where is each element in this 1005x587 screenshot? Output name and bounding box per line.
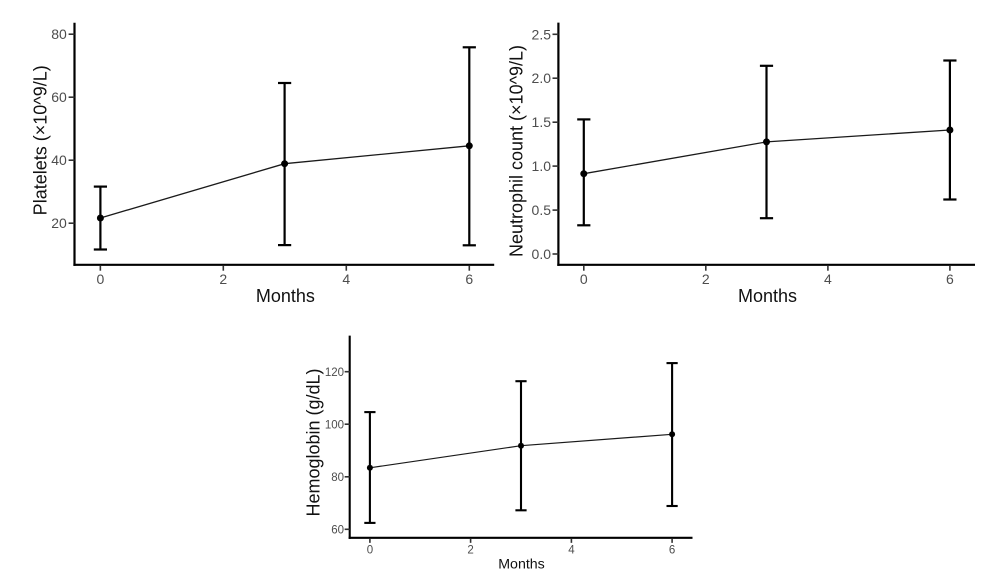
svg-text:6: 6 xyxy=(465,271,473,287)
svg-text:Platelets (×10^9/L): Platelets (×10^9/L) xyxy=(31,65,51,215)
svg-text:1.5: 1.5 xyxy=(532,114,552,130)
svg-text:Hemoglobin (g/dL): Hemoglobin (g/dL) xyxy=(304,368,324,516)
svg-text:4: 4 xyxy=(824,271,832,287)
svg-text:80: 80 xyxy=(331,472,344,484)
svg-text:120: 120 xyxy=(325,367,344,379)
svg-text:Neutrophil count (×10^9/L): Neutrophil count (×10^9/L) xyxy=(506,45,526,257)
svg-text:Months: Months xyxy=(256,286,315,306)
svg-text:Months: Months xyxy=(738,286,797,306)
svg-text:0.5: 0.5 xyxy=(532,202,552,218)
svg-text:1.0: 1.0 xyxy=(532,158,552,174)
svg-text:6: 6 xyxy=(669,544,675,556)
svg-text:2.5: 2.5 xyxy=(532,26,552,42)
svg-text:2: 2 xyxy=(702,271,710,287)
svg-text:20: 20 xyxy=(51,215,67,231)
svg-text:4: 4 xyxy=(568,544,575,556)
svg-text:100: 100 xyxy=(325,419,344,431)
svg-text:0: 0 xyxy=(580,271,588,287)
svg-text:2.0: 2.0 xyxy=(532,70,552,86)
svg-text:Months: Months xyxy=(498,557,545,573)
svg-text:0.0: 0.0 xyxy=(532,246,552,262)
svg-text:0: 0 xyxy=(367,544,373,556)
svg-text:60: 60 xyxy=(51,89,67,105)
svg-text:2: 2 xyxy=(219,271,227,287)
svg-text:6: 6 xyxy=(946,271,954,287)
svg-text:60: 60 xyxy=(331,524,344,536)
svg-text:0: 0 xyxy=(96,271,104,287)
svg-text:4: 4 xyxy=(342,271,350,287)
svg-text:80: 80 xyxy=(51,26,67,42)
svg-text:40: 40 xyxy=(51,152,67,168)
svg-text:2: 2 xyxy=(467,544,473,556)
